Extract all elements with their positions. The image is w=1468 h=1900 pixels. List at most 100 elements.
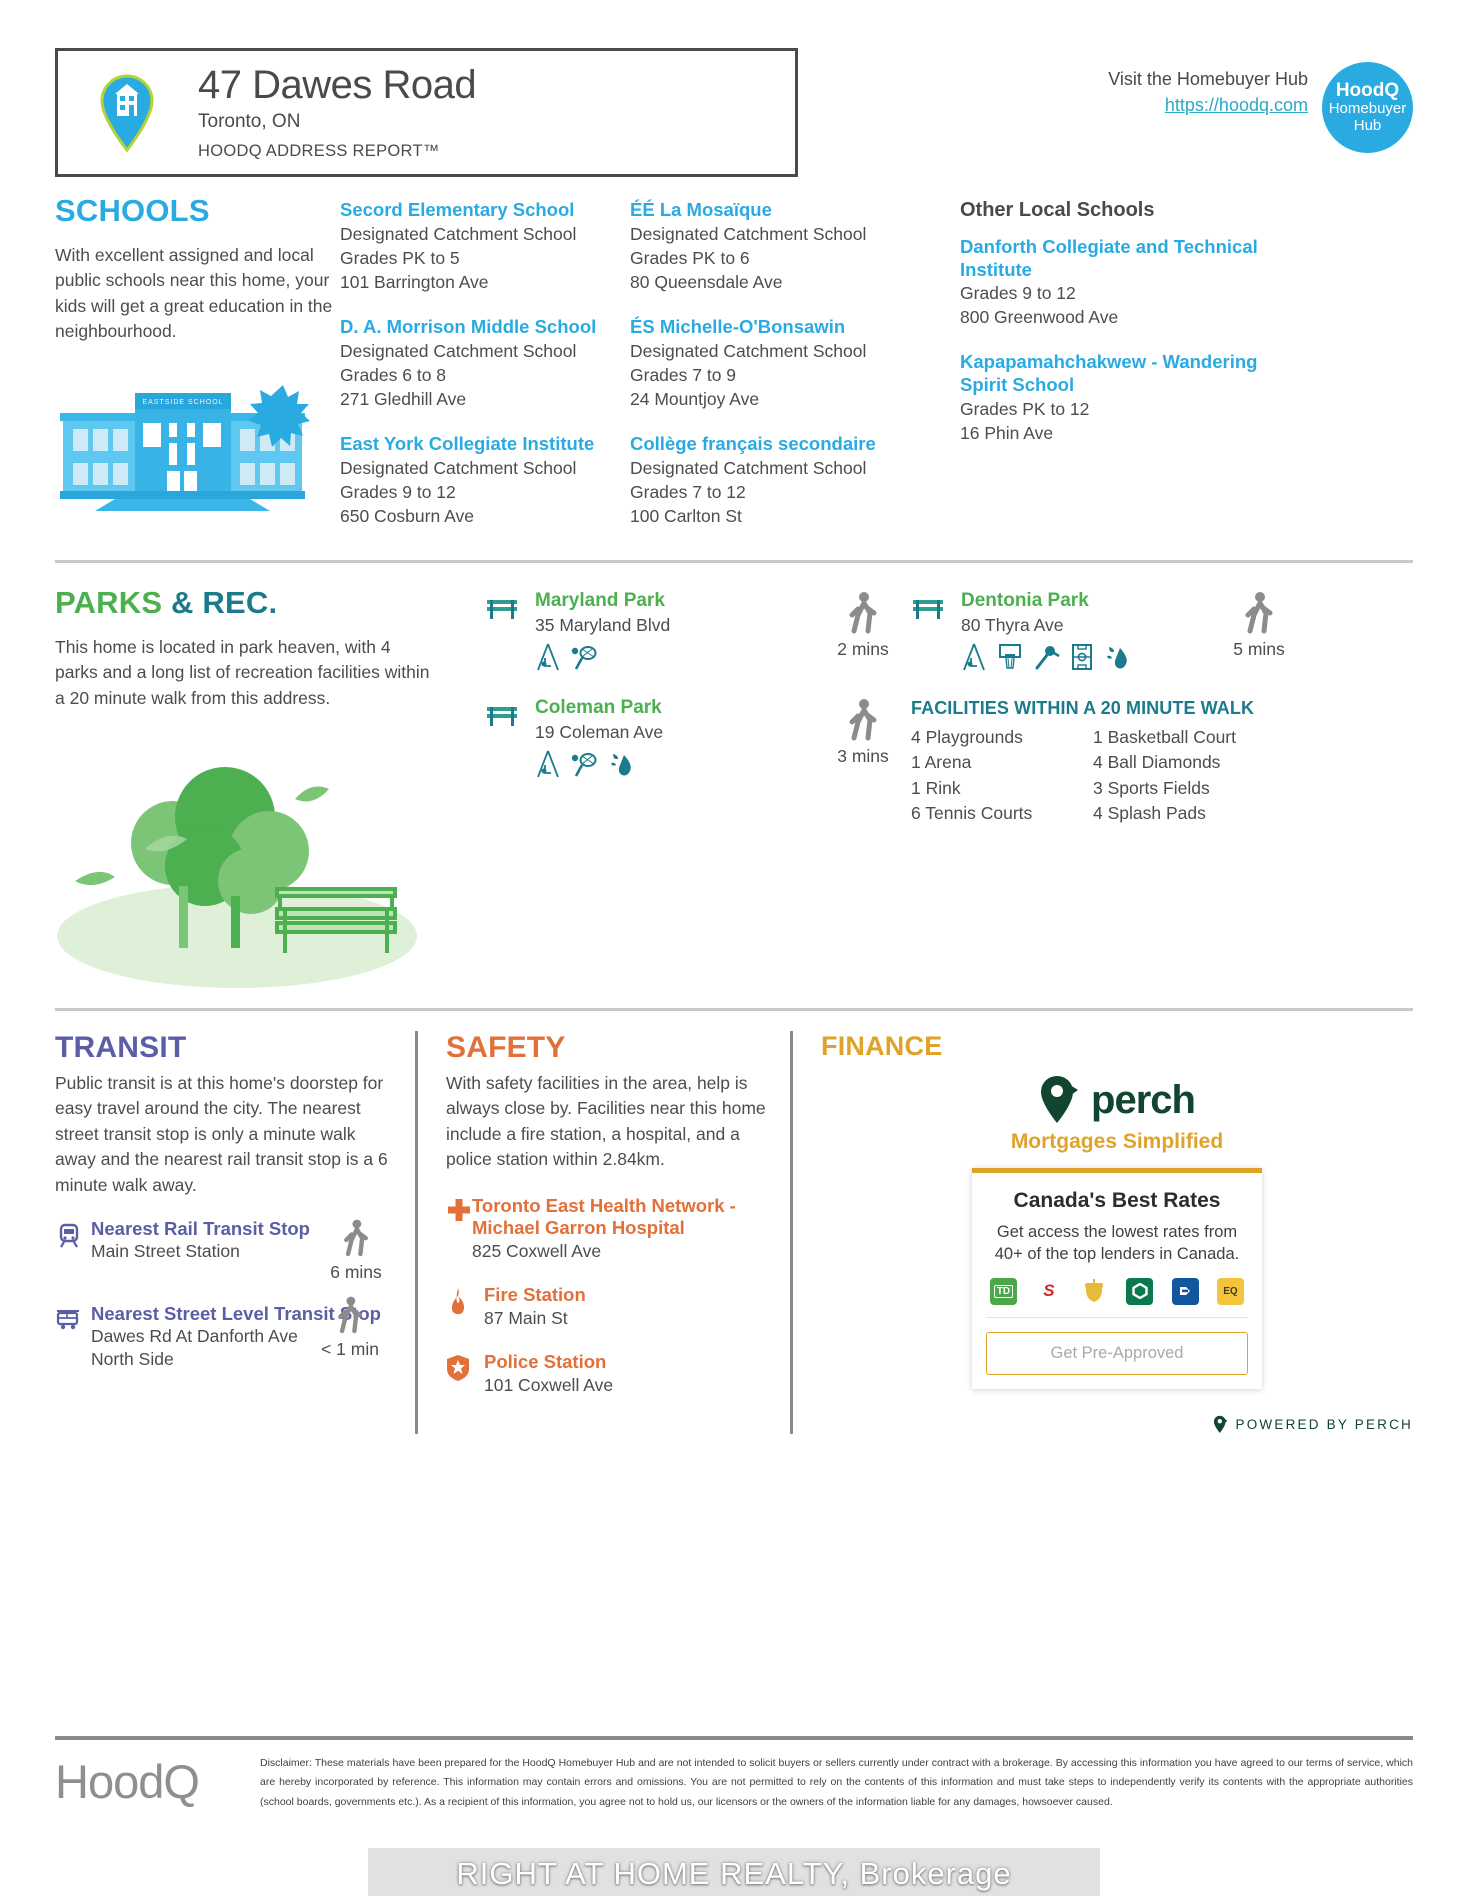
divider-parks-bottom bbox=[55, 1008, 1413, 1012]
badge-line-1: HoodQ bbox=[1335, 80, 1400, 102]
schools-column-2: ÉÉ La Mosaïque Designated Catchment Scho… bbox=[630, 193, 960, 550]
get-pre-approved-button[interactable]: Get Pre-Approved bbox=[986, 1331, 1248, 1375]
powered-by-perch: POWERED BY PERCH bbox=[821, 1415, 1413, 1434]
school-entry: Kapapamahchakwew - Wandering Spirit Scho… bbox=[960, 351, 1260, 444]
school-entry: ÉÉ La Mosaïque Designated Catchment Scho… bbox=[630, 199, 960, 294]
lender-arrow-icon bbox=[1171, 1277, 1199, 1305]
school-designation: Designated Catchment School bbox=[630, 457, 867, 478]
transit-stop-name[interactable]: Nearest Rail Transit Stop bbox=[91, 1217, 310, 1239]
facility-item: 6 Tennis Courts bbox=[911, 802, 1033, 823]
school-designation: Designated Catchment School bbox=[630, 340, 867, 361]
safety-facility-name[interactable]: Toronto East Health Network - Michael Ga… bbox=[472, 1194, 736, 1238]
school-address: 24 Mountjoy Ave bbox=[630, 388, 760, 409]
bench-icon bbox=[911, 591, 951, 626]
park-address: 35 Maryland Blvd bbox=[535, 614, 671, 635]
sports-field-icon bbox=[1072, 643, 1092, 670]
school-grades: Grades 9 to 12 bbox=[960, 283, 1076, 304]
bench-icon bbox=[485, 698, 525, 733]
safety-facility-name[interactable]: Fire Station bbox=[484, 1283, 586, 1305]
park-entry: Dentonia Park 80 Thyra Ave bbox=[911, 589, 1211, 672]
school-name[interactable]: Collège français secondaire bbox=[630, 432, 876, 454]
park-address: 19 Coleman Ave bbox=[535, 721, 664, 742]
school-address: 800 Greenwood Ave bbox=[960, 307, 1119, 328]
perch-wordmark: perch bbox=[1091, 1077, 1196, 1122]
park-amenities bbox=[535, 749, 663, 779]
parks-heading: PARKS & REC. bbox=[55, 585, 485, 621]
parks-intro: PARKS & REC. This home is located in par… bbox=[55, 585, 485, 994]
safety-facility-name[interactable]: Police Station bbox=[484, 1351, 607, 1373]
transit-stop-detail: Dawes Rd At Danforth Ave North Side bbox=[91, 1326, 298, 1370]
park-address: 80 Thyra Ave bbox=[961, 614, 1064, 635]
finance-section: FINANCE perch Mortgages Simplified Canad… bbox=[790, 1031, 1413, 1434]
walk-minutes: 6 mins bbox=[330, 1261, 382, 1282]
school-grades: Grades PK to 5 bbox=[340, 247, 460, 268]
transit-stop-detail: Main Street Station bbox=[91, 1241, 240, 1262]
school-entry: Collège français secondaire Designated C… bbox=[630, 433, 960, 528]
school-name[interactable]: Secord Elementary School bbox=[340, 199, 575, 220]
school-grades: Grades PK to 6 bbox=[630, 247, 750, 268]
schools-section: SCHOOLS With excellent assigned and loca… bbox=[55, 177, 1413, 550]
park-name[interactable]: Dentonia Park bbox=[961, 589, 1089, 611]
lender-td-icon: TD bbox=[990, 1277, 1017, 1305]
parks-blurb: This home is located in park heaven, wit… bbox=[55, 636, 430, 708]
report-type-label: HOODQ ADDRESS REPORT™ bbox=[198, 142, 440, 160]
lender-hexagon-icon bbox=[1126, 1277, 1154, 1305]
watermark-background bbox=[368, 1848, 1100, 1896]
walking-person-icon bbox=[1245, 591, 1273, 634]
home-map-pin-icon bbox=[84, 73, 170, 152]
walk-minutes: 2 mins bbox=[837, 638, 889, 659]
homebuyer-hub-badge[interactable]: HoodQ Homebuyer Hub bbox=[1322, 62, 1413, 153]
park-name[interactable]: Maryland Park bbox=[535, 589, 665, 611]
transit-stop-name[interactable]: Nearest Street Level Transit Stop bbox=[91, 1302, 381, 1324]
hoodq-logo: HoodQ bbox=[55, 1754, 200, 1808]
facilities-block: FACILITIES WITHIN A 20 MINUTE WALK 4 Pla… bbox=[911, 698, 1291, 827]
lender-acorn-icon bbox=[1081, 1278, 1108, 1305]
divider-schools-parks bbox=[55, 559, 1413, 563]
parks-row-2: Coleman Park 19 Coleman Ave 3 mins bbox=[485, 696, 1413, 827]
perch-pin-small-icon bbox=[1213, 1415, 1227, 1433]
train-icon bbox=[55, 1218, 91, 1283]
perch-tagline: Mortgages Simplified bbox=[1010, 1130, 1224, 1154]
basketball-icon bbox=[999, 643, 1021, 669]
school-name[interactable]: ÉS Michelle-O'Bonsawin bbox=[630, 315, 846, 337]
school-building-illustration: EASTSIDE SCHOOL bbox=[55, 371, 340, 516]
rates-card: Canada's Best Rates Get access the lowes… bbox=[972, 1168, 1262, 1389]
facility-item: 1 Arena bbox=[911, 752, 972, 773]
finance-heading: FINANCE bbox=[821, 1031, 943, 1062]
school-grades: Grades 7 to 9 bbox=[630, 364, 737, 385]
walk-minutes: < 1 min bbox=[321, 1339, 379, 1360]
school-name[interactable]: Kapapamahchakwew - Wandering Spirit Scho… bbox=[960, 351, 1258, 395]
parks-row-1: Maryland Park 35 Maryland Blvd 2 mins bbox=[485, 589, 1413, 672]
park-name[interactable]: Coleman Park bbox=[535, 696, 662, 718]
facilities-heading: FACILITIES WITHIN A 20 MINUTE WALK bbox=[911, 697, 1255, 718]
hoodq-url-link[interactable]: https://hoodq.com bbox=[1164, 95, 1308, 116]
facility-item: 1 Basketball Court bbox=[1093, 726, 1236, 747]
report-header: 47 Dawes Road Toronto, ON HOODQ ADDRESS … bbox=[55, 0, 1413, 177]
school-name[interactable]: Danforth Collegiate and Technical Instit… bbox=[960, 236, 1258, 280]
safety-facility-address: 825 Coxwell Ave bbox=[472, 1240, 602, 1261]
rates-card-body: Get access the lowest rates from 40+ of … bbox=[994, 1223, 1240, 1264]
walking-person-icon bbox=[338, 1296, 362, 1334]
police-shield-icon bbox=[446, 1351, 484, 1396]
footer-divider bbox=[55, 1735, 1413, 1740]
playground-icon bbox=[963, 643, 985, 671]
header-right: Visit the Homebuyer Hub https://hoodq.co… bbox=[798, 48, 1413, 153]
school-address: 16 Phin Ave bbox=[960, 422, 1054, 443]
park-amenities bbox=[961, 642, 1131, 672]
facility-item: 4 Ball Diamonds bbox=[1093, 752, 1221, 773]
school-name[interactable]: D. A. Morrison Middle School bbox=[340, 315, 597, 337]
walk-time-coleman: 3 mins bbox=[815, 698, 911, 827]
facility-item: 1 Rink bbox=[911, 777, 961, 798]
lender-eq-icon: EQ bbox=[1216, 1277, 1244, 1305]
school-name[interactable]: East York Collegiate Institute bbox=[340, 432, 595, 454]
tennis-icon bbox=[571, 752, 597, 777]
school-name[interactable]: ÉÉ La Mosaïque bbox=[630, 199, 772, 220]
perch-logo: perch bbox=[821, 1074, 1413, 1126]
parks-list: Maryland Park 35 Maryland Blvd 2 mins bbox=[485, 585, 1413, 994]
facilities-column-right: 1 Basketball Court 4 Ball Diamonds 3 Spo… bbox=[1093, 725, 1275, 827]
hospital-cross-icon bbox=[446, 1195, 472, 1262]
safety-facility-address: 87 Main St bbox=[484, 1308, 568, 1329]
facilities-column-left: 4 Playgrounds 1 Arena 1 Rink 6 Tennis Co… bbox=[911, 725, 1093, 827]
park-entry: Coleman Park 19 Coleman Ave bbox=[485, 696, 815, 827]
